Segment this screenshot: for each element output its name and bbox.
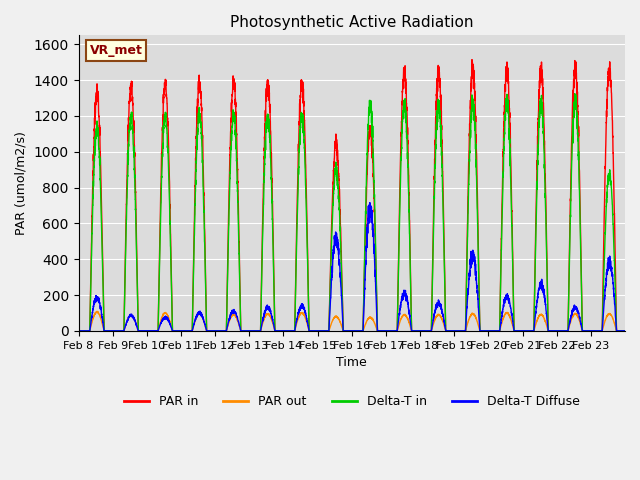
Delta-T Diffuse bbox=[529, 328, 536, 334]
Line: Delta-T in: Delta-T in bbox=[79, 94, 625, 331]
Delta-T in bbox=[543, 246, 550, 252]
PAR in bbox=[75, 328, 83, 334]
PAR out bbox=[75, 328, 83, 334]
Text: VR_met: VR_met bbox=[90, 44, 142, 57]
Line: PAR in: PAR in bbox=[79, 60, 625, 331]
PAR in bbox=[468, 57, 476, 62]
Delta-T in bbox=[502, 109, 509, 115]
Line: Delta-T Diffuse: Delta-T Diffuse bbox=[79, 203, 625, 331]
PAR in bbox=[529, 328, 536, 334]
Delta-T Diffuse bbox=[502, 297, 509, 302]
PAR out bbox=[502, 311, 509, 316]
PAR out bbox=[529, 328, 536, 334]
PAR in bbox=[502, 76, 509, 82]
Delta-T in bbox=[621, 328, 629, 334]
PAR out bbox=[543, 323, 550, 328]
Delta-T in bbox=[571, 91, 579, 96]
Delta-T Diffuse bbox=[75, 328, 83, 334]
X-axis label: Time: Time bbox=[337, 356, 367, 369]
Delta-T in bbox=[75, 328, 83, 334]
Delta-T in bbox=[372, 259, 380, 265]
PAR out bbox=[372, 324, 380, 330]
Delta-T Diffuse bbox=[188, 328, 196, 334]
PAR out bbox=[93, 309, 101, 314]
Delta-T Diffuse bbox=[543, 312, 550, 318]
Delta-T Diffuse bbox=[621, 328, 629, 334]
Delta-T Diffuse bbox=[366, 200, 374, 205]
Delta-T Diffuse bbox=[401, 290, 409, 296]
PAR in bbox=[372, 267, 380, 273]
PAR in bbox=[401, 74, 409, 80]
Delta-T in bbox=[188, 328, 196, 334]
PAR out bbox=[401, 313, 409, 319]
Line: PAR out: PAR out bbox=[79, 312, 625, 331]
Delta-T Diffuse bbox=[372, 291, 380, 297]
PAR in bbox=[188, 328, 196, 334]
Delta-T in bbox=[529, 328, 536, 334]
Title: Photosynthetic Active Radiation: Photosynthetic Active Radiation bbox=[230, 15, 474, 30]
Y-axis label: PAR (umol/m2/s): PAR (umol/m2/s) bbox=[15, 131, 28, 235]
Legend: PAR in, PAR out, Delta-T in, Delta-T Diffuse: PAR in, PAR out, Delta-T in, Delta-T Dif… bbox=[119, 390, 584, 413]
PAR in bbox=[543, 240, 550, 245]
PAR out bbox=[621, 328, 629, 334]
PAR out bbox=[188, 328, 196, 334]
Delta-T in bbox=[401, 106, 409, 111]
PAR in bbox=[621, 328, 629, 334]
